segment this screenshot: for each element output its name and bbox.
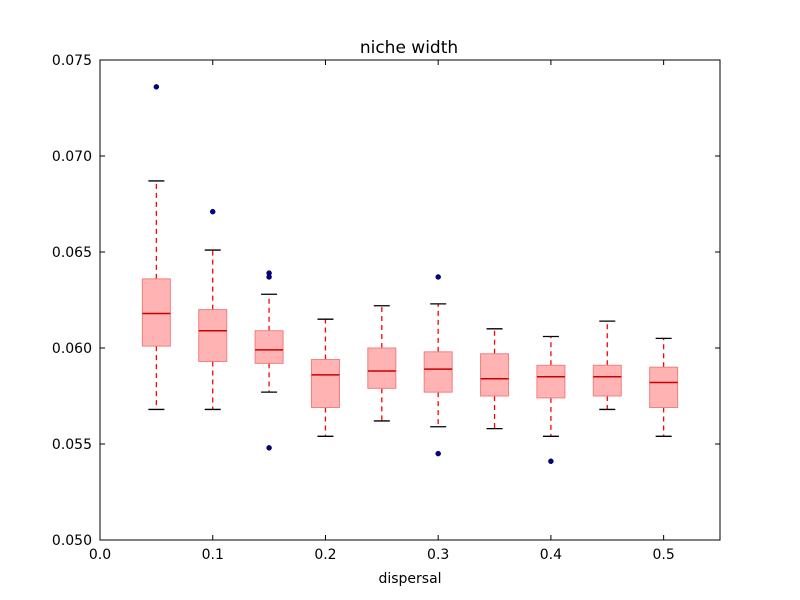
y-tick-label: 0.075 xyxy=(52,53,92,69)
chart-title: niche width xyxy=(360,38,458,58)
box xyxy=(423,351,453,393)
plot-frame xyxy=(99,59,721,541)
outlier-point xyxy=(209,208,216,215)
y-tick-label: 0.060 xyxy=(52,341,92,357)
box xyxy=(141,278,171,347)
box xyxy=(198,309,228,362)
plot-marks xyxy=(141,84,679,465)
box xyxy=(649,366,679,409)
outlier-point xyxy=(266,445,272,451)
outlier-point xyxy=(266,274,272,280)
outlier-point xyxy=(548,458,554,465)
axis-ticks: 0.0 0.1 0.2 0.3 0.4 0.5 0.050 0.055 0.060 0.065 0.… xyxy=(52,53,720,563)
outlier-point xyxy=(435,274,441,280)
box xyxy=(592,364,622,397)
box xyxy=(254,330,284,364)
outlier-point xyxy=(153,84,160,90)
y-tick-label: 0.065 xyxy=(52,245,92,261)
y-tick-label: 0.055 xyxy=(52,437,92,453)
x-axis-label: dispersal xyxy=(378,571,441,587)
x-tick-label: 0.2 xyxy=(314,547,336,563)
y-tick-label: 0.050 xyxy=(52,533,92,549)
x-tick-label: 0.5 xyxy=(653,547,675,563)
x-tick-label: 0.0 xyxy=(89,547,111,563)
box xyxy=(480,353,510,397)
x-tick-label: 0.3 xyxy=(427,547,449,563)
box xyxy=(367,347,397,389)
outlier-point xyxy=(435,450,441,457)
box xyxy=(536,364,566,399)
x-tick-label: 0.4 xyxy=(540,547,562,563)
y-tick-label: 0.070 xyxy=(52,149,92,165)
box xyxy=(310,359,340,409)
x-tick-label: 0.1 xyxy=(202,547,224,563)
